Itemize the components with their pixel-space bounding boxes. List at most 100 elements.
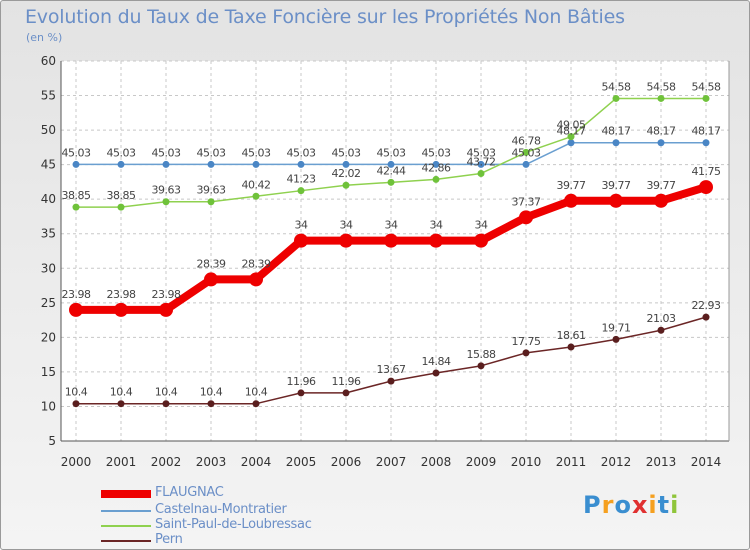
y-tick-label: 20	[41, 330, 56, 344]
data-label-castelnau-montratier: 45.03	[152, 146, 181, 159]
data-point-castelnau-montratier	[252, 160, 260, 168]
data-point-pern	[612, 335, 620, 343]
data-label-saint-paul-de-loubressac: 43.72	[467, 155, 496, 168]
data-label-pern: 14.84	[422, 355, 451, 368]
data-label-saint-paul-de-loubressac: 38.85	[107, 189, 136, 202]
data-point-pern	[162, 400, 170, 408]
data-label-flaugnac: 23.98	[62, 288, 91, 301]
data-label-castelnau-montratier: 48.17	[557, 125, 586, 138]
data-label-pern: 17.75	[512, 335, 541, 348]
data-point-saint-paul-de-loubressac	[252, 192, 260, 200]
x-tick-label: 2009	[466, 455, 497, 469]
data-label-saint-paul-de-loubressac: 49.05	[557, 119, 586, 132]
data-point-flaugnac	[384, 233, 398, 248]
data-label-castelnau-montratier: 48.17	[647, 125, 676, 138]
data-point-castelnau-montratier	[297, 160, 305, 168]
x-tick-label: 2014	[691, 455, 722, 469]
data-point-castelnau-montratier	[72, 160, 80, 168]
y-tick-label: 60	[41, 54, 56, 68]
data-point-castelnau-montratier	[342, 160, 350, 168]
x-tick-label: 2006	[331, 455, 362, 469]
data-label-castelnau-montratier: 45.03	[332, 146, 361, 159]
x-tick-label: 2013	[646, 455, 677, 469]
data-point-castelnau-montratier	[432, 160, 440, 168]
proxiti-logo: Proxiti	[583, 491, 680, 519]
data-point-pern	[522, 349, 530, 357]
data-point-castelnau-montratier	[522, 160, 530, 168]
data-point-pern	[567, 343, 575, 351]
x-tick-label: 2005	[286, 455, 317, 469]
y-tick-label: 45	[41, 158, 56, 172]
data-point-castelnau-montratier	[612, 139, 620, 147]
data-label-pern: 21.03	[647, 312, 676, 325]
data-point-saint-paul-de-loubressac	[567, 133, 575, 141]
data-label-castelnau-montratier: 48.17	[692, 125, 721, 138]
x-tick-label: 2011	[556, 455, 587, 469]
data-point-flaugnac	[474, 233, 488, 248]
data-point-saint-paul-de-loubressac	[612, 94, 620, 102]
data-point-saint-paul-de-loubressac	[522, 148, 530, 156]
data-point-saint-paul-de-loubressac	[162, 198, 170, 206]
data-label-flaugnac: 39.77	[557, 179, 586, 192]
data-point-pern	[342, 389, 350, 397]
legend-label-flaugnac: FLAUGNAC	[155, 485, 224, 500]
data-label-saint-paul-de-loubressac: 42.02	[332, 167, 361, 180]
data-label-castelnau-montratier: 45.03	[62, 146, 91, 159]
x-tick-label: 2003	[196, 455, 227, 469]
data-point-saint-paul-de-loubressac	[297, 187, 305, 195]
data-label-pern: 18.61	[557, 329, 586, 342]
data-label-castelnau-montratier: 45.03	[422, 146, 451, 159]
data-point-saint-paul-de-loubressac	[432, 175, 440, 183]
data-label-pern: 10.4	[155, 386, 178, 399]
data-label-castelnau-montratier: 45.03	[287, 146, 316, 159]
legend-swatch-saint-paul-de-loubressac	[101, 525, 151, 527]
x-tick-label: 2007	[376, 455, 407, 469]
data-label-flaugnac: 23.98	[152, 288, 181, 301]
data-point-castelnau-montratier	[702, 139, 710, 147]
data-label-pern: 15.88	[467, 348, 496, 361]
data-point-castelnau-montratier	[162, 160, 170, 168]
x-tick-label: 2012	[601, 455, 632, 469]
data-point-castelnau-montratier	[567, 139, 575, 147]
y-tick-label: 30	[41, 261, 56, 275]
data-point-flaugnac	[159, 302, 173, 317]
data-label-saint-paul-de-loubressac: 38.85	[62, 189, 91, 202]
data-label-saint-paul-de-loubressac: 54.58	[602, 80, 631, 93]
data-point-pern	[72, 400, 80, 408]
data-point-pern	[702, 313, 710, 321]
data-label-pern: 19.71	[602, 321, 631, 334]
data-point-flaugnac	[339, 233, 353, 248]
data-point-flaugnac	[69, 302, 83, 317]
data-label-flaugnac: 34	[430, 219, 443, 232]
data-label-castelnau-montratier: 45.03	[242, 146, 271, 159]
data-point-saint-paul-de-loubressac	[342, 181, 350, 189]
legend-swatch-flaugnac	[101, 490, 151, 498]
y-tick-label: 10	[41, 399, 56, 413]
data-label-saint-paul-de-loubressac: 40.42	[242, 178, 271, 191]
plot-area	[61, 61, 729, 441]
data-label-flaugnac: 34	[295, 219, 308, 232]
data-point-flaugnac	[699, 180, 713, 195]
data-label-pern: 10.4	[245, 386, 268, 399]
data-point-pern	[477, 362, 485, 370]
x-tick-label: 2001	[106, 455, 137, 469]
data-point-pern	[432, 369, 440, 377]
data-point-castelnau-montratier	[657, 139, 665, 147]
data-label-castelnau-montratier: 48.17	[602, 125, 631, 138]
data-point-flaugnac	[249, 272, 263, 287]
data-point-saint-paul-de-loubressac	[72, 203, 80, 211]
data-point-castelnau-montratier	[207, 160, 215, 168]
y-tick-label: 25	[41, 296, 56, 310]
data-label-flaugnac: 34	[475, 219, 488, 232]
data-label-saint-paul-de-loubressac: 54.58	[647, 80, 676, 93]
data-label-saint-paul-de-loubressac: 39.63	[152, 184, 181, 197]
data-point-flaugnac	[654, 193, 668, 208]
data-point-saint-paul-de-loubressac	[387, 178, 395, 186]
y-tick-label: 50	[41, 123, 56, 137]
data-label-flaugnac: 37.37	[512, 195, 541, 208]
data-label-pern: 10.4	[65, 386, 88, 399]
y-tick-label: 35	[41, 227, 56, 241]
data-label-saint-paul-de-loubressac: 39.63	[197, 184, 226, 197]
